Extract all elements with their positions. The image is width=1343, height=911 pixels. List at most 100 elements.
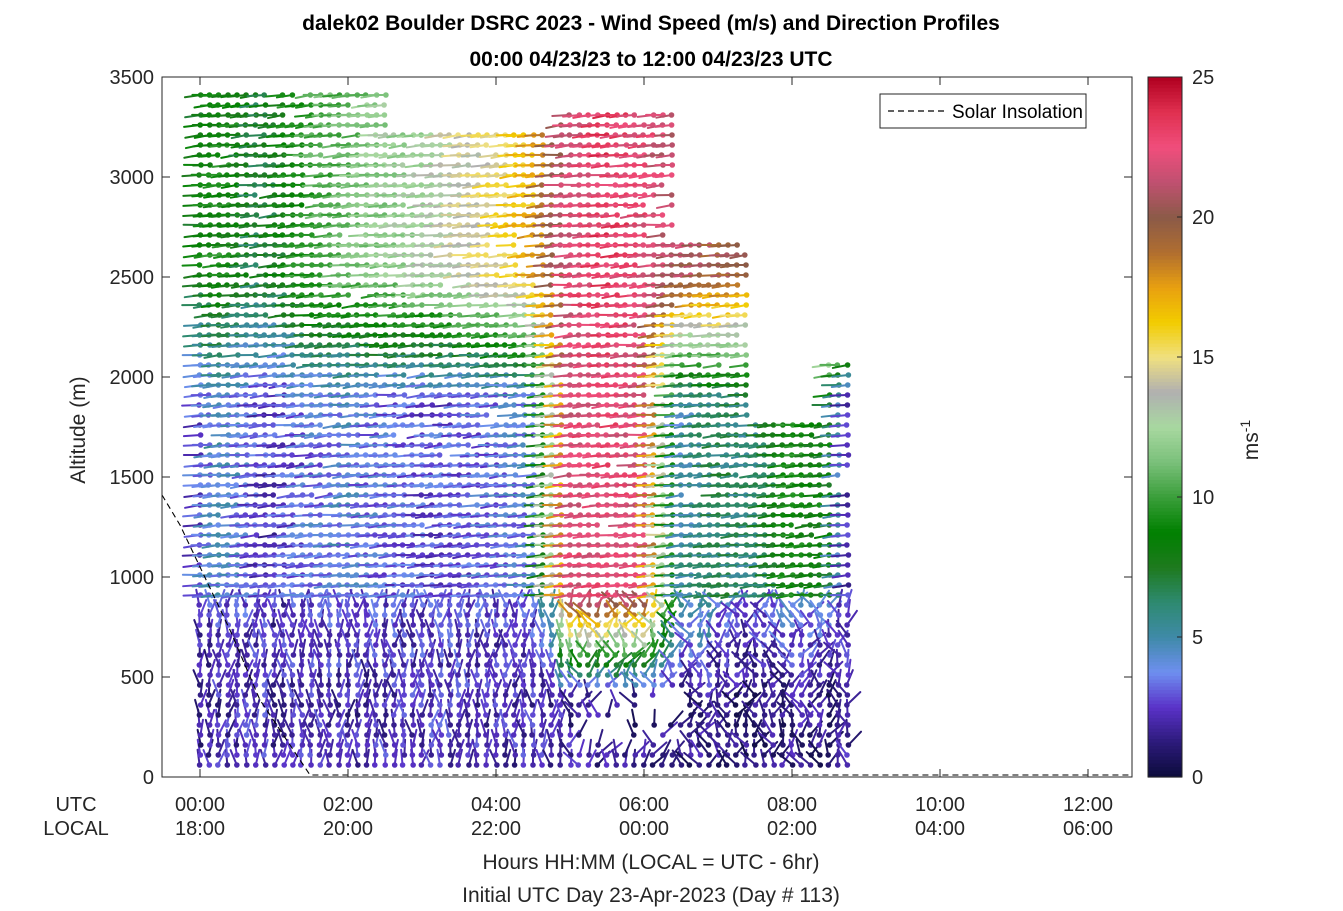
wind-barb-dot [381,722,388,728]
wind-barb-dot [242,692,249,698]
wind-barb-dot [344,672,351,678]
wind-barb-dot [270,692,276,698]
wind-barb-dot [538,672,545,678]
wind-barb-dot [197,632,203,638]
wind-barb [190,404,210,407]
wind-barb-dot [512,742,519,748]
wind-barb-dot [373,632,380,638]
wind-barb-dot [492,702,499,708]
wind-barb-dot [446,682,452,688]
wind-barb-dot [326,652,332,658]
wind-barb-dot [538,752,545,758]
wind-barb-dot [242,162,249,168]
wind-barb-dot [233,722,239,728]
wind-barb-dot [253,212,260,218]
wind-barb-dot [252,702,258,708]
wind-barb-dot [197,692,204,698]
wind-barb-dot [197,742,204,748]
wind-barb [209,234,229,237]
wind-barb-dot [410,762,416,768]
wind-barb-dot [234,732,240,738]
wind-barb-dot [465,622,471,628]
wind-barb-dot [437,702,443,708]
wind-barb-dot [483,642,490,648]
wind-barb [246,464,266,467]
wind-barb-dot [438,692,444,698]
wind-barb-dot [410,622,417,628]
plot-area [161,92,1132,776]
wind-barb-dot [225,702,231,708]
wind-barb [209,544,229,547]
wind-barb-dot [207,712,213,718]
wind-barb-dot [354,752,361,758]
wind-barb-dot [262,762,269,768]
wind-barb-dot [261,742,268,748]
wind-barb-dot [344,722,351,728]
wind-barb-dot [483,712,489,718]
wind-barb-dot [336,762,342,768]
wind-barb-dot [279,652,286,658]
wind-barb-dot [335,702,342,708]
wind-barb-dot [280,662,287,668]
wind-barb-dot [557,752,563,758]
wind-barb-dot [308,492,315,498]
wind-barb-dot [242,672,249,678]
wind-barb-dot [390,712,397,718]
wind-barb-dot [215,752,222,758]
wind-barb-dot [539,132,545,138]
wind-barb-dot [503,762,509,768]
wind-barb-dot [418,612,425,618]
wind-barb-dot [196,652,203,658]
wind-barb-dot [400,742,406,748]
wind-barb-dot [215,762,221,768]
wind-barb-dot [317,702,324,708]
wind-barb-dot [511,702,518,708]
wind-barb [219,114,239,117]
wind-barb-dot [437,762,443,768]
wind-barb-dot [474,622,481,628]
wind-barb-dot [512,752,519,758]
wind-barb-dot [455,722,462,728]
wind-barb-dot [215,692,222,698]
wind-barb-dot [400,372,407,378]
wind-barb-dot [548,722,554,728]
wind-barb-dot [355,692,361,698]
wind-barb-dot [447,712,453,718]
wind-barb-dot [503,662,510,668]
wind-barb-dot [410,662,417,668]
wind-barb-dot [502,702,508,708]
wind-barb-dot [299,602,306,608]
wind-barb-dot [298,632,305,638]
wind-barb-dot [308,762,314,768]
wind-barb-dot [548,662,555,668]
wind-barb-dot [464,692,471,698]
wind-barb-dot [381,632,388,638]
wind-barb-dot [465,722,472,728]
wind-barb-dot [364,722,371,728]
wind-barb-dot [353,672,360,678]
wind-barb-dot [243,272,249,278]
wind-barb [210,534,230,537]
wind-barb-dot [512,642,518,648]
wind-barb-dot [474,632,480,638]
wind-barb-dot [196,662,203,668]
wind-barb-dot [502,652,508,658]
wind-barb-dot [483,142,489,148]
wind-barb-dot [308,702,314,708]
wind-barb-dot [548,602,555,608]
wind-barb-dot [261,612,267,618]
wind-barb-dot [253,532,260,538]
wind-barb-dot [234,682,241,688]
wind-barb-dot [289,92,296,98]
wind-barb-dot [289,752,296,758]
wind-barb-dot [373,702,379,708]
wind-barb-dot [548,332,555,338]
wind-barb-dot [538,692,545,698]
wind-barb-dot [547,762,554,768]
wind-barb-dot [251,192,258,198]
wind-barb-dot [262,732,268,738]
wind-barb-dot [327,752,333,758]
wind-barb-dot [290,602,296,608]
wind-barb-dot [547,312,554,318]
wind-barb-dot [382,122,388,128]
